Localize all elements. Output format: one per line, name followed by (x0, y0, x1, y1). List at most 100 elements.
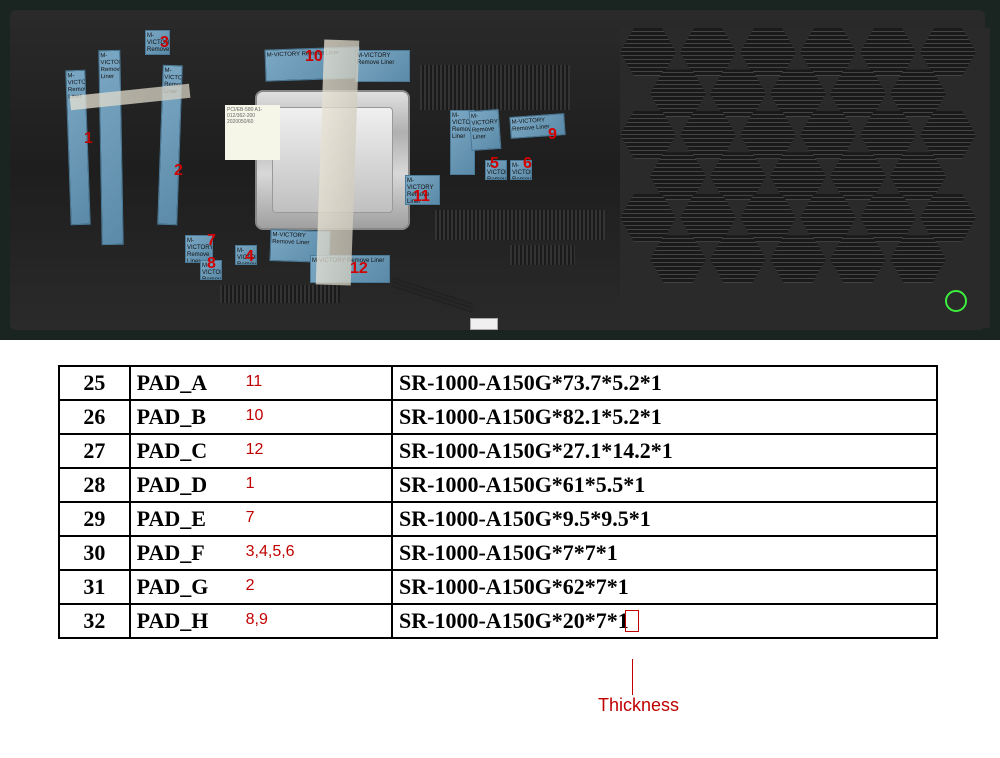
pad-name: PAD_G2 (130, 570, 392, 604)
vent-hex-cell (680, 111, 736, 159)
vent-hex-cell (800, 28, 856, 76)
annotation-number-6: 6 (523, 155, 532, 173)
pad-spec-table: 25PAD_A11SR-1000-A150G*73.7*5.2*126PAD_B… (58, 365, 938, 639)
heatsink-fins (420, 65, 570, 110)
row-number: 27 (59, 434, 130, 468)
vent-hex-cell (920, 28, 976, 76)
annotation-number-4: 4 (245, 248, 254, 266)
pad-name: PAD_E7 (130, 502, 392, 536)
pad-name: PAD_D1 (130, 468, 392, 502)
vent-hex-cell (830, 235, 886, 283)
vent-hex-cell (620, 111, 676, 159)
vent-hex-cell (800, 194, 856, 242)
pad-spec-table-wrap: 25PAD_A11SR-1000-A150G*73.7*5.2*126PAD_B… (58, 365, 942, 639)
table-row: 31PAD_G2SR-1000-A150G*62*7*1 (59, 570, 937, 604)
annotation-number-11: 11 (413, 188, 430, 206)
pad-ref-number: 10 (246, 407, 264, 425)
annotation-number-7: 7 (207, 232, 216, 250)
vent-hex-cell (710, 69, 766, 117)
pad-ref-number: 8,9 (246, 611, 268, 629)
vent-hex-cell (710, 235, 766, 283)
pad-spec: SR-1000-A150G*20*7*1 (392, 604, 937, 638)
table-row: 26PAD_B10SR-1000-A150G*82.1*5.2*1 (59, 400, 937, 434)
annotation-number-1: 1 (84, 130, 93, 148)
vent-hex-cell (710, 152, 766, 200)
annotation-number-3: 3 (160, 34, 169, 52)
pad-ref-number: 11 (246, 373, 263, 391)
vent-hex-cell (860, 194, 916, 242)
pad-spec: SR-1000-A150G*9.5*9.5*1 (392, 502, 937, 536)
pad-ref-number: 1 (246, 475, 255, 493)
pad-ref-number: 3,4,5,6 (246, 543, 295, 561)
row-number: 25 (59, 366, 130, 400)
cable-connector (470, 318, 498, 330)
row-number: 29 (59, 502, 130, 536)
vent-hex-cell (860, 28, 916, 76)
table-row: 30PAD_F3,4,5,6SR-1000-A150G*7*7*1 (59, 536, 937, 570)
vent-hex-cell (770, 235, 826, 283)
annotation-number-12: 12 (350, 260, 368, 278)
row-number: 26 (59, 400, 130, 434)
vent-hex-cell (650, 235, 706, 283)
pad-name: PAD_A11 (130, 366, 392, 400)
row-number: 28 (59, 468, 130, 502)
heatsink-fins (220, 285, 340, 303)
table-row: 25PAD_A11SR-1000-A150G*73.7*5.2*1 (59, 366, 937, 400)
chassis-body: PCI/EB-580 A1-012/362-200 2020050/60 M-V… (10, 10, 985, 330)
vent-hex-cell (800, 111, 856, 159)
vent-hex-cell (740, 28, 796, 76)
pad-spec: SR-1000-A150G*62*7*1 (392, 570, 937, 604)
vent-hex-cell (920, 194, 976, 242)
pad-spec: SR-1000-A150G*73.7*5.2*1 (392, 366, 937, 400)
vent-hex-cell (830, 69, 886, 117)
annotation-number-9: 9 (548, 126, 557, 144)
pad-ref-number: 2 (246, 577, 255, 595)
thickness-callout-line (632, 659, 633, 695)
table-row: 32PAD_H8,9SR-1000-A150G*20*7*1 (59, 604, 937, 638)
table-row: 28PAD_D1SR-1000-A150G*61*5.5*1 (59, 468, 937, 502)
row-number: 31 (59, 570, 130, 604)
green-circle-marker (945, 290, 967, 312)
table-row: 27PAD_C12SR-1000-A150G*27.1*14.2*1 (59, 434, 937, 468)
thermal-pad: M-VICTORY Remove Liner (509, 113, 565, 139)
pad-spec: SR-1000-A150G*27.1*14.2*1 (392, 434, 937, 468)
vent-hex-cell (770, 69, 826, 117)
heatsink-fins (510, 245, 575, 265)
thickness-highlight-box (625, 610, 639, 632)
thermal-pad: M-VICTORY Remove Liner (355, 50, 410, 82)
annotation-number-10: 10 (305, 48, 323, 66)
pad-spec: SR-1000-A150G*61*5.5*1 (392, 468, 937, 502)
pad-ref-number: 7 (246, 509, 255, 527)
vent-hex-cell (620, 194, 676, 242)
heatsink-fins (435, 210, 605, 240)
annotation-number-5: 5 (490, 155, 499, 173)
vent-hex-cell (620, 28, 676, 76)
row-number: 32 (59, 604, 130, 638)
thermal-pad: M-VICTORY Remove Liner (469, 109, 502, 151)
vent-hex-cell (770, 152, 826, 200)
product-label-sticker: PCI/EB-580 A1-012/362-200 2020050/60 (225, 105, 280, 160)
annotation-number-2: 2 (174, 162, 183, 180)
vent-hex-cell (920, 111, 976, 159)
pad-spec: SR-1000-A150G*7*7*1 (392, 536, 937, 570)
vent-hex-cell (740, 111, 796, 159)
row-number: 30 (59, 536, 130, 570)
thickness-callout-label: Thickness (598, 695, 679, 716)
table-row: 29PAD_E7SR-1000-A150G*9.5*9.5*1 (59, 502, 937, 536)
annotation-number-8: 8 (207, 255, 216, 273)
vent-hex-cell (680, 194, 736, 242)
annotated-photo: PCI/EB-580 A1-012/362-200 2020050/60 M-V… (0, 0, 1000, 340)
cable-assembly (390, 280, 500, 335)
vent-hex-cell (860, 111, 916, 159)
vent-hex-cell (890, 235, 946, 283)
pad-name: PAD_B10 (130, 400, 392, 434)
vent-hex-cell (650, 69, 706, 117)
vent-hex-cell (890, 152, 946, 200)
pad-name: PAD_C12 (130, 434, 392, 468)
vent-hex-cell (680, 28, 736, 76)
honeycomb-vent (620, 28, 990, 328)
pad-name: PAD_H8,9 (130, 604, 392, 638)
vent-hex-cell (890, 69, 946, 117)
masking-tape (316, 39, 360, 285)
pad-ref-number: 12 (246, 441, 264, 459)
